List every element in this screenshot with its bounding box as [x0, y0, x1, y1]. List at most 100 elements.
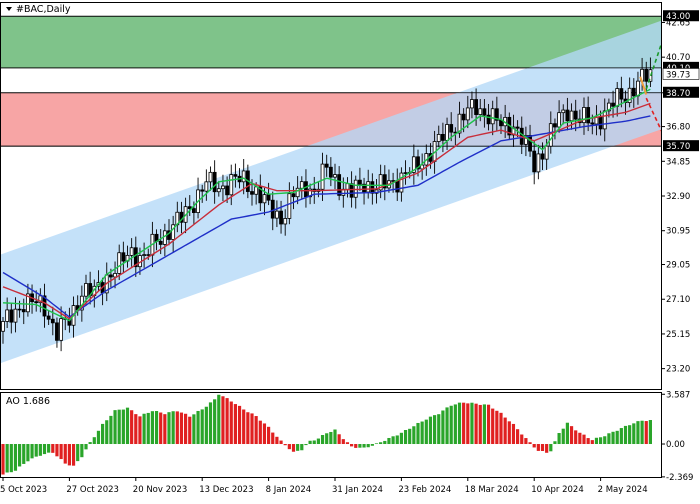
- alligator-jaw-line: [2, 115, 651, 318]
- candle-body: [274, 210, 279, 219]
- ao-bar: [267, 426, 271, 445]
- ao-bar: [424, 419, 428, 445]
- ao-bar: [366, 444, 370, 448]
- ao-bar: [175, 411, 179, 445]
- ao-bar: [271, 432, 275, 445]
- candle: [478, 99, 483, 122]
- ao-bar: [109, 415, 113, 445]
- ao-bar: [428, 416, 433, 445]
- candle: [42, 283, 47, 328]
- candle-body: [395, 180, 400, 193]
- candle-body: [598, 116, 603, 130]
- candle-body: [55, 322, 59, 341]
- ao-bar: [457, 402, 462, 445]
- ao-bar: [113, 410, 117, 445]
- candle: [283, 209, 288, 236]
- candle-body: [34, 301, 39, 304]
- chart-title: #BAC,Daily: [16, 4, 71, 15]
- candle: [258, 174, 263, 212]
- candle-body: [461, 113, 466, 121]
- candle-body: [142, 254, 147, 256]
- candle: [586, 96, 591, 132]
- price-tick-label: 25.15: [666, 330, 690, 340]
- level-label: 38.70: [666, 89, 690, 99]
- candle-body: [229, 174, 234, 196]
- candle: [187, 195, 192, 216]
- collapse-arrow-icon[interactable]: [6, 7, 12, 11]
- candle-body: [411, 156, 416, 173]
- ao-bar: [300, 444, 304, 451]
- ao-bar: [379, 442, 383, 445]
- ao-bar: [644, 421, 648, 445]
- candle: [142, 242, 147, 268]
- candle: [494, 96, 499, 131]
- x-tick-label: 8 Jan 2024: [266, 485, 312, 495]
- price-tick-label: 36.80: [666, 123, 690, 133]
- candle-body: [233, 174, 238, 177]
- ao-tick-label: 0.00: [666, 440, 685, 450]
- candle: [411, 144, 416, 185]
- alligator-teeth-line: [2, 102, 651, 320]
- ao-bar: [5, 444, 9, 473]
- candle: [200, 184, 205, 203]
- candle: [38, 288, 43, 313]
- candle-body: [254, 186, 259, 195]
- ao-bar: [76, 444, 80, 462]
- candle-body: [536, 153, 541, 173]
- price-tick-label: 40.70: [666, 53, 690, 63]
- zone-buy: [1, 15, 661, 69]
- candle-body: [590, 122, 595, 125]
- ao-bar: [229, 401, 233, 445]
- ao-bar: [565, 422, 569, 445]
- price-tick-label: 42.65: [666, 18, 690, 28]
- ao-indicator-label: AO 1.686: [6, 396, 50, 407]
- ao-bar: [536, 444, 540, 451]
- ao-bar: [163, 414, 167, 445]
- ao-bar: [159, 412, 163, 445]
- candle: [34, 290, 39, 312]
- ao-bar: [142, 413, 146, 445]
- projection-arrow-up: [645, 42, 661, 90]
- x-tick-label: 31 Jan 2024: [332, 485, 383, 495]
- ao-bar: [125, 407, 130, 445]
- ao-bar: [462, 402, 466, 445]
- ao-bar: [640, 420, 644, 445]
- candle-body: [262, 194, 267, 204]
- ao-bar: [470, 402, 474, 445]
- ao-bar: [105, 420, 109, 445]
- candle-body: [17, 308, 22, 311]
- ao-bar: [648, 420, 652, 445]
- ao-bar: [615, 430, 619, 445]
- price-tick-label: 23.20: [666, 365, 690, 375]
- candle: [353, 175, 358, 209]
- candle-body: [478, 108, 483, 115]
- ao-bar: [466, 403, 470, 445]
- candle: [9, 303, 14, 334]
- ao-bar: [412, 426, 416, 445]
- ao-bar: [204, 406, 208, 445]
- ao-bar: [34, 444, 38, 457]
- candle: [328, 157, 333, 187]
- candle-body: [457, 113, 462, 134]
- candle-body: [561, 109, 566, 114]
- ao-bar: [486, 404, 491, 445]
- candle-body: [636, 80, 640, 97]
- candle-body: [146, 254, 151, 256]
- candle-body: [644, 68, 649, 82]
- candle-body: [258, 186, 263, 204]
- ao-bar: [254, 416, 258, 445]
- candle-body: [84, 283, 88, 297]
- candle: [113, 261, 117, 289]
- ao-bar: [441, 410, 445, 445]
- ao-bar: [420, 421, 424, 445]
- price-tick-label: 32.90: [666, 192, 690, 202]
- candle: [25, 283, 30, 317]
- ao-bar: [333, 429, 337, 445]
- candle-body: [299, 181, 304, 189]
- candle-body: [1, 321, 5, 332]
- candle-body: [208, 171, 213, 183]
- candle-body: [420, 164, 425, 170]
- candle: [482, 99, 487, 128]
- ao-bar: [549, 444, 553, 452]
- ao-bar: [275, 436, 279, 445]
